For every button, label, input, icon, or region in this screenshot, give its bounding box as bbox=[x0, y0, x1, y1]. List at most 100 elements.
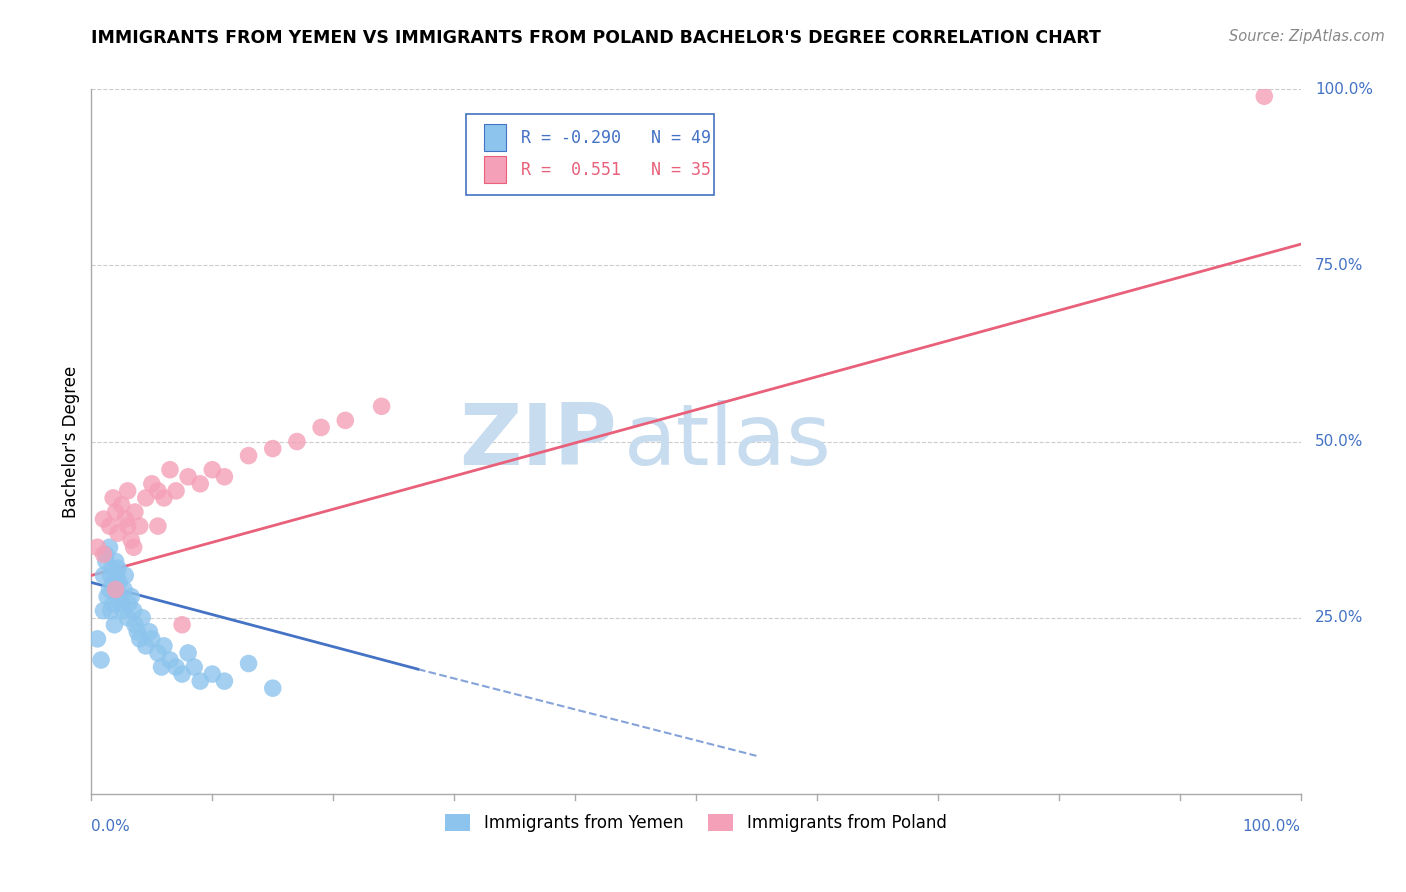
Point bbox=[146, 483, 169, 498]
Text: atlas: atlas bbox=[623, 400, 831, 483]
Point bbox=[146, 646, 169, 660]
Point bbox=[117, 610, 139, 624]
Point bbox=[183, 660, 205, 674]
Point bbox=[101, 597, 124, 611]
Point bbox=[104, 505, 127, 519]
Point bbox=[93, 512, 115, 526]
Point bbox=[101, 561, 124, 575]
Point bbox=[335, 413, 357, 427]
Text: 100.0%: 100.0% bbox=[1315, 82, 1374, 96]
Point bbox=[177, 646, 200, 660]
Point bbox=[238, 449, 260, 463]
Point bbox=[120, 590, 142, 604]
Point bbox=[153, 491, 176, 505]
Point bbox=[111, 498, 132, 512]
Point bbox=[107, 561, 129, 575]
Text: 100.0%: 100.0% bbox=[1243, 819, 1301, 833]
Point bbox=[370, 399, 392, 413]
Point bbox=[159, 463, 181, 477]
Point bbox=[262, 681, 284, 696]
Point bbox=[101, 575, 124, 590]
Text: R = -0.290   N = 49: R = -0.290 N = 49 bbox=[520, 128, 710, 147]
Point bbox=[285, 434, 308, 449]
Point bbox=[93, 568, 115, 582]
Point bbox=[135, 639, 157, 653]
Point bbox=[172, 667, 194, 681]
Point bbox=[135, 491, 157, 505]
Point bbox=[124, 617, 146, 632]
Text: IMMIGRANTS FROM YEMEN VS IMMIGRANTS FROM POLAND BACHELOR'S DEGREE CORRELATION CH: IMMIGRANTS FROM YEMEN VS IMMIGRANTS FROM… bbox=[91, 29, 1101, 46]
Point bbox=[122, 541, 145, 555]
Point bbox=[146, 519, 169, 533]
Point bbox=[114, 512, 136, 526]
Point bbox=[114, 568, 136, 582]
Point bbox=[159, 653, 181, 667]
Bar bbox=[484, 156, 506, 183]
Point bbox=[93, 547, 115, 561]
Point bbox=[86, 541, 108, 555]
Point bbox=[138, 624, 160, 639]
Point bbox=[188, 476, 211, 491]
Y-axis label: Bachelor's Degree: Bachelor's Degree bbox=[62, 366, 80, 517]
Point bbox=[100, 604, 122, 618]
Point bbox=[104, 554, 127, 568]
Point bbox=[117, 519, 139, 533]
Text: R =  0.551   N = 35: R = 0.551 N = 35 bbox=[520, 161, 710, 178]
Point bbox=[141, 632, 163, 646]
Point bbox=[141, 476, 163, 491]
Point bbox=[112, 582, 135, 597]
Point bbox=[101, 491, 124, 505]
Point bbox=[86, 632, 108, 646]
Point bbox=[309, 420, 332, 434]
Text: 0.0%: 0.0% bbox=[91, 819, 131, 833]
Point bbox=[188, 674, 211, 689]
Legend: Immigrants from Yemen, Immigrants from Poland: Immigrants from Yemen, Immigrants from P… bbox=[439, 807, 953, 838]
Point bbox=[122, 604, 145, 618]
Point bbox=[153, 639, 176, 653]
Point bbox=[128, 519, 150, 533]
Point bbox=[214, 469, 236, 483]
Point bbox=[214, 674, 236, 689]
Point bbox=[100, 568, 122, 582]
Text: 75.0%: 75.0% bbox=[1315, 258, 1364, 273]
Point bbox=[127, 624, 149, 639]
Point bbox=[262, 442, 284, 456]
Point bbox=[131, 610, 153, 624]
Point bbox=[104, 582, 127, 597]
Point bbox=[103, 617, 125, 632]
Point bbox=[165, 660, 187, 674]
Point bbox=[93, 604, 115, 618]
Point bbox=[201, 463, 224, 477]
Point bbox=[98, 519, 121, 533]
Point bbox=[111, 604, 134, 618]
Point bbox=[98, 582, 121, 597]
Point bbox=[120, 533, 142, 548]
Point bbox=[104, 582, 127, 597]
Text: Source: ZipAtlas.com: Source: ZipAtlas.com bbox=[1229, 29, 1385, 44]
Point bbox=[98, 541, 121, 555]
FancyBboxPatch shape bbox=[467, 114, 714, 194]
Point bbox=[128, 632, 150, 646]
Point bbox=[165, 483, 187, 498]
Point bbox=[124, 505, 146, 519]
Point bbox=[108, 575, 131, 590]
Point bbox=[238, 657, 260, 671]
Point bbox=[118, 597, 141, 611]
Text: 50.0%: 50.0% bbox=[1315, 434, 1364, 449]
Text: ZIP: ZIP bbox=[460, 400, 617, 483]
Point bbox=[117, 483, 139, 498]
Point bbox=[107, 590, 129, 604]
Point bbox=[172, 617, 194, 632]
Point bbox=[177, 469, 200, 483]
Point bbox=[111, 597, 132, 611]
Bar bbox=[484, 124, 506, 152]
Point bbox=[94, 547, 117, 561]
Point bbox=[150, 660, 173, 674]
Point bbox=[96, 590, 118, 604]
Point bbox=[105, 568, 128, 582]
Point bbox=[90, 653, 112, 667]
Text: 25.0%: 25.0% bbox=[1315, 610, 1364, 625]
Point bbox=[94, 554, 117, 568]
Point bbox=[1253, 89, 1275, 103]
Point bbox=[201, 667, 224, 681]
